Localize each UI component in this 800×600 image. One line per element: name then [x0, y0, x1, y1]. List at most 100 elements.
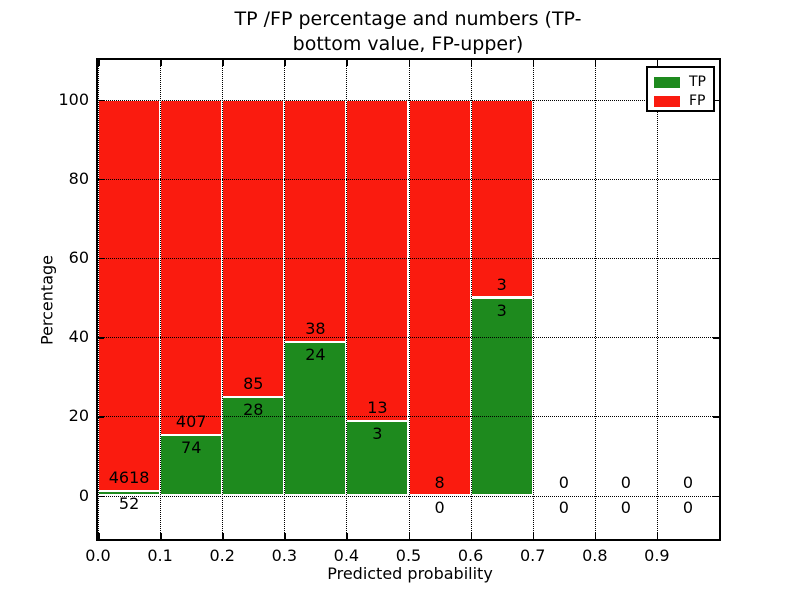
bar-label-tp-bin-6: 3 — [496, 300, 507, 320]
bar-label-tp-bin-9: 0 — [682, 498, 694, 518]
x-tick-label-0.4: 0.4 — [333, 546, 360, 565]
y-tick-label-20: 20 — [68, 406, 89, 426]
y-tick-left — [98, 178, 104, 181]
x-tick-label-0.0: 0.0 — [85, 546, 111, 565]
x-tick-top — [594, 60, 597, 66]
x-tick-label-0.2: 0.2 — [209, 546, 235, 565]
x-tick-bottom — [594, 533, 597, 539]
gridline-x-0.1 — [160, 60, 162, 539]
gridline-x-0.9 — [656, 60, 658, 539]
x-tick-bottom — [656, 533, 659, 539]
y-tick-right — [713, 178, 719, 181]
x-tick-top — [98, 60, 100, 66]
bar-label-fp-bin-2: 85 — [243, 374, 264, 394]
x-tick-bottom — [160, 533, 162, 539]
y-tick-left — [98, 337, 104, 339]
bar-tp-bin-4 — [346, 421, 409, 496]
bar-label-fp-bin-5: 8 — [434, 472, 445, 492]
plot-area: 4618 52 407 74 85 28 38 24 13 3 8 0 3 3 0 0 0 0 0 0 — [96, 58, 721, 541]
bar-fp-bin-3 — [284, 99, 347, 343]
x-tick-top — [532, 60, 535, 66]
x-tick-top — [656, 60, 659, 66]
bar-label-fp-bin-1: 407 — [175, 411, 207, 431]
bar-label-fp-bin-0: 4618 — [108, 468, 150, 488]
tp-swatch-icon — [654, 77, 680, 88]
x-tick-label-0.1: 0.1 — [147, 546, 173, 565]
x-tick-bottom — [346, 533, 348, 539]
bar-fp-bin-0 — [98, 99, 161, 492]
bar-tp-bin-3 — [284, 342, 347, 496]
fp-swatch-icon — [654, 96, 680, 107]
bar-label-fp-bin-7: 0 — [558, 472, 569, 492]
bar-label-tp-bin-7: 0 — [558, 498, 569, 518]
gridline-x-0 — [98, 60, 99, 539]
y-tick-right — [713, 416, 719, 418]
bar-tp-bin-6 — [470, 297, 533, 496]
y-tick-label-40: 40 — [68, 327, 89, 347]
bar-label-tp-bin-2: 28 — [243, 400, 264, 420]
bar-label-tp-bin-1: 74 — [181, 437, 202, 457]
gridline-x-0.3 — [284, 60, 286, 539]
tp-legend-label: TP — [689, 74, 706, 90]
x-tick-top — [284, 60, 286, 66]
y-tick-label-80: 80 — [68, 168, 89, 188]
x-tick-bottom — [408, 533, 410, 539]
y-tick-label-100: 100 — [58, 89, 89, 109]
bar-label-tp-bin-4: 3 — [372, 424, 383, 444]
gridline-x-0.6 — [470, 60, 472, 539]
bar-tp-bin-2 — [222, 397, 285, 496]
x-tick-label-0.9: 0.9 — [644, 546, 670, 565]
gridline-x-0.5 — [408, 60, 410, 539]
bar-label-tp-bin-8: 0 — [620, 498, 631, 518]
bar-label-fp-bin-9: 0 — [682, 472, 694, 492]
bar-label-tp-bin-5: 0 — [434, 498, 445, 518]
x-tick-label-0.3: 0.3 — [271, 546, 298, 565]
x-tick-top — [160, 60, 162, 66]
y-tick-right — [713, 99, 719, 102]
bar-label-fp-bin-4: 13 — [367, 398, 388, 418]
y-tick-left — [98, 257, 104, 260]
x-tick-bottom — [284, 533, 286, 539]
bar-label-fp-bin-6: 3 — [496, 274, 507, 294]
bar-fp-bin-4 — [346, 99, 409, 422]
bar-label-tp-bin-0: 52 — [118, 494, 140, 513]
bar-label-fp-bin-8: 0 — [620, 472, 631, 492]
x-tick-bottom — [222, 533, 224, 539]
y-tick-left — [98, 495, 104, 497]
x-tick-label-0.8: 0.8 — [582, 546, 608, 565]
y-tick-left — [98, 416, 104, 418]
x-tick-bottom — [98, 533, 100, 539]
x-tick-bottom — [532, 533, 535, 539]
legend: TP FP — [646, 66, 715, 112]
bar-fp-bin-2 — [222, 99, 285, 398]
bar-label-tp-bin-3: 24 — [305, 345, 326, 365]
gridline-x-0.4 — [346, 60, 348, 539]
gridline-x-0.8 — [594, 60, 596, 539]
y-tick-label-0: 0 — [78, 485, 89, 505]
bar-fp-bin-6 — [470, 99, 533, 298]
x-tick-bottom — [470, 533, 473, 539]
y-axis-label: Percentage — [37, 254, 57, 346]
gridline-x-0.2 — [222, 60, 224, 539]
x-tick-top — [408, 60, 410, 66]
legend-item-tp: TP — [654, 74, 707, 91]
y-tick-right — [713, 337, 719, 339]
bar-label-fp-bin-3: 38 — [305, 319, 326, 339]
x-tick-top — [346, 60, 348, 66]
x-tick-top — [470, 60, 473, 66]
bar-fp-bin-5 — [408, 99, 471, 496]
x-axis-label: Predicted probability — [327, 564, 493, 583]
bar-tp-bin-1 — [160, 434, 223, 496]
y-tick-left — [98, 99, 104, 102]
x-tick-label-0.5: 0.5 — [395, 546, 422, 565]
x-tick-label-0.7: 0.7 — [519, 546, 546, 565]
legend-item-fp: FP — [654, 93, 707, 110]
x-tick-top — [222, 60, 224, 66]
y-tick-right — [713, 257, 719, 260]
y-tick-label-60: 60 — [68, 247, 89, 267]
gridline-x-0.7 — [532, 60, 534, 539]
y-tick-right — [713, 495, 719, 497]
fp-legend-label: FP — [689, 93, 706, 109]
x-tick-label-0.6: 0.6 — [457, 546, 484, 565]
